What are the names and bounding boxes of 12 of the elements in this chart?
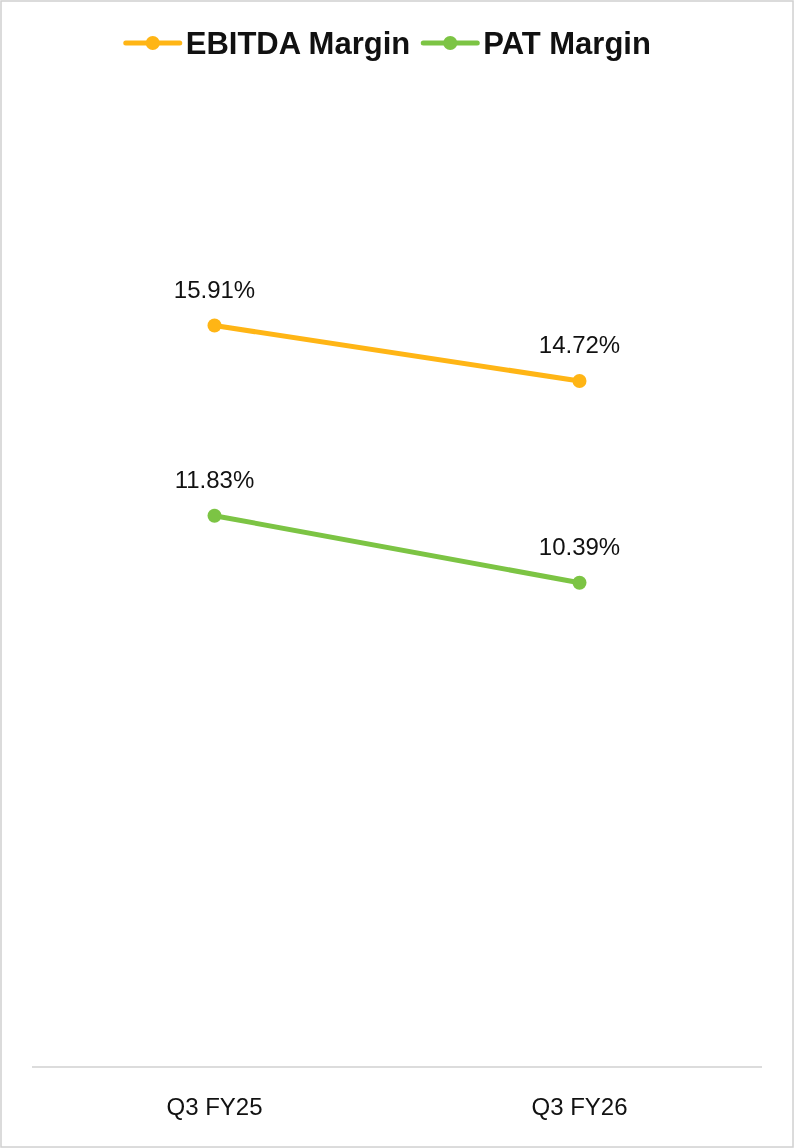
- data-label: 10.39%: [538, 532, 621, 560]
- data-label: 11.83%: [174, 465, 255, 493]
- point: [572, 575, 587, 590]
- x-tick-label: Q3 FY25: [166, 1093, 263, 1120]
- point: [572, 374, 587, 389]
- legend-label: PAT Margin: [483, 26, 651, 61]
- x-tick-label: Q3 FY26: [531, 1093, 628, 1120]
- point: [207, 318, 222, 333]
- point: [207, 508, 222, 523]
- data-label: 14.72%: [538, 331, 621, 359]
- legend-label: EBITDA Margin: [185, 26, 411, 61]
- data-label: 15.91%: [173, 275, 256, 303]
